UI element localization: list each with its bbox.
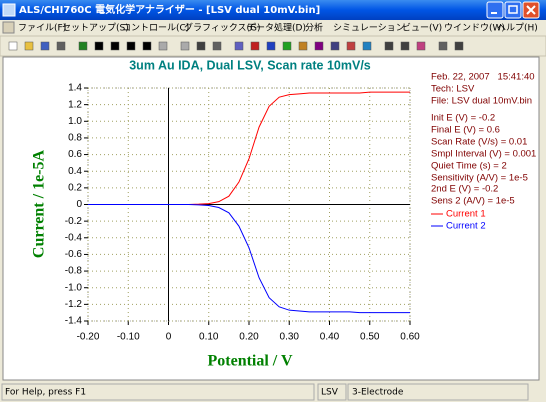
y-tick-label: 0.6 [68,149,82,160]
toolbar-icon [234,41,244,51]
window-buttons [486,1,540,19]
info-text: 2nd E (V) = -0.2 [431,184,498,195]
chart-pane [2,56,540,381]
info-text: File: LSV dual 10mV.bin [431,96,532,107]
toolbar-icon [266,41,276,51]
info-text: Scan Rate (V/s) = 0.01 [431,137,527,148]
x-tick-label: 0.30 [280,332,300,343]
menu-item[interactable]: グラフィックス(G) [184,22,261,34]
x-tick-label: 0.20 [239,332,259,343]
y-axis-label: Current / 1e-5A [31,149,48,258]
menu-item[interactable]: ウインドウ(W) [444,23,505,34]
app-icon [2,3,16,17]
toolbar-icon [78,41,88,51]
info-text: Init E (V) = -0.2 [431,113,495,124]
toolbar-icon [416,41,426,51]
y-tick-label: -1.0 [65,282,83,293]
y-tick-label: 1.0 [68,116,82,127]
y-tick-label: -0.2 [65,216,83,227]
y-tick-label: 0 [76,199,82,210]
info-text: Smpl Interval (V) = 0.001 [431,149,536,160]
toolbar-icon [94,41,104,51]
info-text: Final E (V) = 0.6 [431,125,500,136]
toolbar-icon [282,41,292,51]
toolbar-icon [180,41,190,51]
menu-item[interactable]: セットアップ(S) [62,23,129,34]
toolbar-icon [298,41,308,51]
toolbar-icon [126,41,136,51]
toolbar-icon [24,41,34,51]
toolbar-icon [110,41,120,51]
menu-item[interactable]: ヘルプ(H) [497,23,538,34]
info-text: Feb. 22, 2007 15:41:40 [431,72,535,83]
maximize-button[interactable] [504,1,522,19]
x-tick-label: 0.50 [360,332,380,343]
toolbar-icon [438,41,448,51]
toolbar-icon [56,41,66,51]
status-text: LSV [321,388,339,398]
y-tick-label: 1.4 [68,83,82,94]
x-axis-label: Potential / V [207,353,292,370]
toolbar-icon [40,41,50,51]
toolbar-icon [330,41,340,51]
legend-label: Current 1 [446,209,486,220]
menu-item[interactable]: データ処理(D) [247,22,306,34]
toolbar-icon [8,41,18,51]
legend-label: Current 2 [446,221,486,232]
y-tick-label: 0.8 [68,133,82,144]
status-bar [0,382,546,402]
y-tick-label: -1.2 [65,299,83,310]
toolbar-icon [142,41,152,51]
y-tick-label: 1.2 [68,99,82,110]
y-tick-label: 0.4 [68,166,82,177]
maximize-glyph [508,5,518,14]
status-pane [1,383,315,401]
menu-item[interactable]: ファイル(F) [18,24,66,34]
x-tick-label: 0.60 [400,332,420,343]
title-bar [0,0,546,20]
toolbar-icon [158,41,168,51]
toolbar-icon [212,41,222,51]
info-text: Quiet Time (s) = 2 [431,161,507,172]
window-title: ALS/CHI760C 電気化学アナライザー - [LSV dual 10mV.… [19,3,320,16]
toolbar-icon [454,41,464,51]
minimize-button[interactable] [486,1,504,19]
toolbar-icon [384,41,394,51]
info-text: Sensitivity (A/V) = 1e-5 [431,173,528,184]
y-tick-label: -0.8 [65,266,83,277]
menu-item[interactable]: コントロール(C) [122,24,189,34]
chart-title: 3um Au IDA, Dual LSV, Scan rate 10mV/s [129,58,371,72]
x-tick-label: 0.40 [320,332,340,343]
data-line [88,204,410,314]
x-tick-label: 0 [166,332,172,343]
y-tick-label: -1.4 [65,316,83,327]
doc-icon [2,21,15,34]
status-pane [317,383,347,401]
y-tick-label: -0.4 [65,232,83,243]
toolbar-icon [196,41,206,51]
x-tick-label: 0.10 [199,332,219,343]
toolbar-icon [250,41,260,51]
menu-bar [0,20,546,36]
status-text: 3-Electrode [352,388,404,398]
info-text: Sens 2 (A/V) = 1e-5 [431,196,515,207]
toolbar-icon [314,41,324,51]
toolbar-icon [400,41,410,51]
y-tick-label: 0.2 [68,182,82,193]
status-pane [347,383,529,401]
info-text: Tech: LSV [431,84,475,95]
close-glyph [526,5,536,15]
status-text: For Help, press F1 [5,388,86,398]
y-tick-label: -0.6 [65,249,83,260]
menu-item[interactable]: シミュレーション [333,24,405,34]
toolbar-icon [346,41,356,51]
x-tick-label: -0.10 [117,332,140,343]
minimize-glyph [491,12,497,14]
toolbar-icon [362,41,372,51]
menu-item[interactable]: 分析 [305,22,323,34]
menu-item[interactable]: ビュー(V) [402,23,442,34]
x-tick-label: -0.20 [77,332,100,343]
